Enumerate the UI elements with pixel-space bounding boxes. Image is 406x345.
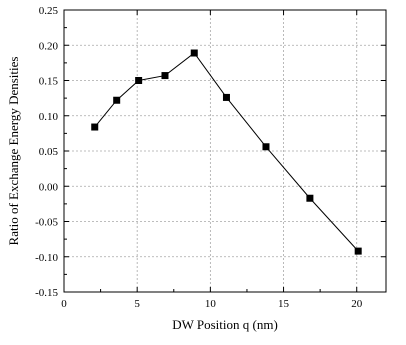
y-tick-label: 0.25	[39, 5, 59, 17]
data-point	[262, 143, 270, 151]
y-tick-label: -0.10	[35, 252, 58, 264]
series	[91, 49, 362, 255]
data-point	[135, 77, 143, 84]
y-tick-label: 0.20	[39, 40, 59, 52]
data-point	[306, 194, 314, 202]
x-tick-label: 10	[205, 298, 217, 310]
data-point	[113, 96, 121, 104]
y-tick-label: 0.05	[39, 146, 59, 158]
grid	[64, 10, 386, 292]
data-point	[91, 123, 99, 131]
data-point	[161, 72, 169, 80]
series-line	[94, 52, 359, 252]
y-tick-label: -0.15	[35, 287, 58, 299]
x-tick-label: 5	[134, 298, 140, 310]
data-point	[222, 93, 230, 101]
y-tick-label: 0.10	[39, 111, 59, 123]
x-tick-label: 0	[61, 298, 67, 310]
x-axis-label: DW Position q (nm)	[172, 317, 278, 332]
y-axis-label: Ratio of Exchange Energy Densities	[6, 57, 21, 246]
data-point	[190, 49, 198, 57]
axes: 0 5 10 15 20 -0.15 -0.10 -0.05 0.00 0.05 0.10 0.15 0…	[35, 5, 387, 310]
data-point	[354, 247, 362, 255]
x-tick-label: 20	[351, 298, 363, 310]
x-tick-label: 15	[278, 298, 290, 310]
y-tick-label: 0.00	[39, 181, 59, 193]
y-tick-label: -0.05	[35, 217, 58, 229]
y-tick-label: 0.15	[39, 76, 59, 88]
